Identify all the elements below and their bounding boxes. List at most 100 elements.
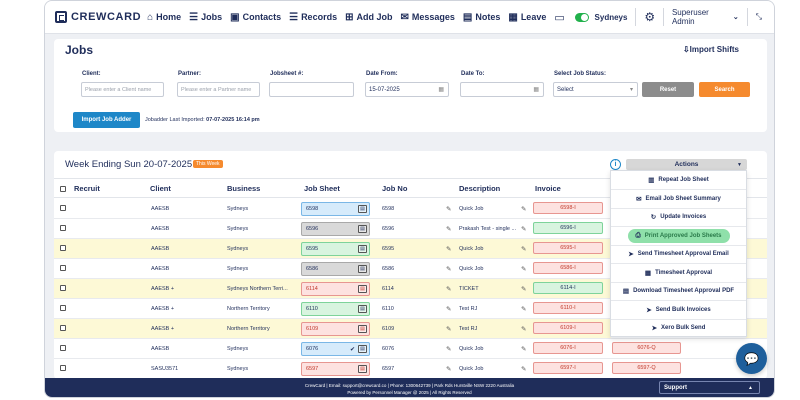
edit-icon[interactable]: ✎ xyxy=(521,286,527,293)
edit-icon[interactable]: ✎ xyxy=(521,226,527,233)
edit-icon[interactable]: ✎ xyxy=(446,306,452,313)
menu-item-timesheet-approval[interactable]: ▦ Timesheet Approval xyxy=(611,264,746,283)
table-row[interactable]: AAESB + Northern Territory 6110 ▤ 6110 ✎ Test … xyxy=(54,299,767,319)
clipboard-icon[interactable]: ▤ xyxy=(358,205,367,213)
jobsheet-field[interactable]: 6109 ▤ xyxy=(301,322,370,336)
quote-badge[interactable]: 6597-Q xyxy=(612,362,681,374)
nav-item-records[interactable]: ☰ Records xyxy=(289,12,337,23)
quote-badge[interactable]: 6076-Q xyxy=(612,342,681,354)
table-row[interactable]: AAESB Sydneys 6595 ▤ 6595 ✎ Quick Job ✎ 6595-I xyxy=(54,239,767,259)
edit-icon[interactable]: ✎ xyxy=(446,326,452,333)
nav-item-contacts[interactable]: ▣ Contacts xyxy=(230,12,281,23)
clipboard-icon[interactable]: ▤ xyxy=(358,285,367,293)
row-checkbox[interactable] xyxy=(60,365,66,371)
gear-icon[interactable]: ⚙ xyxy=(644,10,656,24)
search-button[interactable]: Search xyxy=(699,82,750,97)
edit-icon[interactable]: ✎ xyxy=(521,306,527,313)
table-row[interactable]: SASU3571 Sydneys 6597 ▤ 6597 ✎ Quick Job ✎ 6597-… xyxy=(54,359,767,379)
partner-input[interactable]: Please enter a Partner name xyxy=(177,82,260,97)
row-checkbox[interactable] xyxy=(60,265,66,271)
invoice-badge[interactable]: 6586-I xyxy=(533,262,603,274)
table-row[interactable]: AAESB Sydneys 6586 ▤ 6586 ✎ Quick Job ✎ 6586-I xyxy=(54,259,767,279)
crewcard-logo[interactable]: CREWCARD xyxy=(55,11,147,23)
client-input[interactable]: Please enter a Client name xyxy=(81,82,164,97)
invoice-badge[interactable]: 6076-I xyxy=(533,342,603,354)
region-toggle[interactable] xyxy=(574,12,589,22)
date-to-input[interactable]: ▦ xyxy=(460,82,544,97)
chat-icon[interactable]: 💬 xyxy=(736,343,767,374)
edit-icon[interactable]: ✎ xyxy=(521,346,527,353)
table-row[interactable]: AAESB Sydneys 6596 ▤ 6596 ✎ Prakash Test - sin… xyxy=(54,219,767,239)
clipboard-icon[interactable]: ▤ xyxy=(358,345,367,353)
menu-item-send-timesheet-approval-email[interactable]: ➤ Send Timesheet Approval Email xyxy=(611,245,746,264)
table-row[interactable]: AAESB Sydneys 6076 ✔ ▤ 6076 ✎ Quick Job ✎ 6076-I 6… xyxy=(54,339,767,359)
edit-icon[interactable]: ✎ xyxy=(521,206,527,213)
invoice-badge[interactable]: 6110-I xyxy=(533,302,603,314)
menu-item-update-invoices[interactable]: ↻ Update Invoices xyxy=(611,208,746,227)
edit-icon[interactable]: ✎ xyxy=(446,366,452,373)
table-row[interactable]: AAESB + Sydneys Northern Terri... 6114 ▤ 611… xyxy=(54,279,767,299)
collapse-icon[interactable]: ⤡ xyxy=(755,12,762,21)
nav-item-messages[interactable]: ✉ Messages xyxy=(400,12,454,23)
nav-item-add-job[interactable]: ⊞ Add Job xyxy=(345,12,392,23)
import-shifts-link[interactable]: ⇩Import Shifts xyxy=(683,45,739,54)
row-checkbox[interactable] xyxy=(60,325,66,331)
clipboard-icon[interactable]: ▤ xyxy=(358,325,367,333)
status-select[interactable]: Select ▾ xyxy=(553,82,638,97)
jobsheet-field[interactable]: 6598 ▤ xyxy=(301,202,370,216)
nav-item-home[interactable]: ⌂ Home xyxy=(147,12,181,23)
jobsheet-field[interactable]: 6595 ▤ xyxy=(301,242,370,256)
edit-icon[interactable]: ✎ xyxy=(446,206,452,213)
invoice-badge[interactable]: 6109-I xyxy=(533,322,603,334)
jobsheet-field[interactable]: 6586 ▤ xyxy=(301,262,370,276)
row-checkbox[interactable] xyxy=(60,225,66,231)
menu-item-email-job-sheet-summary[interactable]: ✉ Email Job Sheet Summary xyxy=(611,190,746,209)
nav-item-leave[interactable]: ▦ Leave xyxy=(508,12,546,23)
jobsheet-field[interactable]: 6596 ▤ xyxy=(301,222,370,236)
jobsheet-input[interactable] xyxy=(269,82,354,97)
support-select[interactable]: Support ▲ xyxy=(659,381,760,394)
row-checkbox[interactable] xyxy=(60,205,66,211)
clipboard-icon[interactable]: ▤ xyxy=(358,245,367,253)
chevron-down-icon[interactable]: ⌄ xyxy=(732,14,739,21)
invoice-badge[interactable]: 6598-I xyxy=(533,202,603,214)
table-row[interactable]: AAESB Sydneys 6598 ▤ 6598 ✎ Quick Job ✎ 6598-I xyxy=(54,199,767,219)
invoice-badge[interactable]: 6114-I xyxy=(533,282,603,294)
col-jobsheet[interactable]: Job Sheet xyxy=(304,184,340,193)
col-description[interactable]: Description xyxy=(459,184,501,193)
edit-icon[interactable]: ✎ xyxy=(521,266,527,273)
col-recruit[interactable]: Recruit xyxy=(74,184,100,193)
info-icon[interactable]: i xyxy=(610,159,621,170)
menu-item-send-bulk-invoices[interactable]: ➤ Send Bulk Invoices xyxy=(611,301,746,320)
row-checkbox[interactable] xyxy=(60,305,66,311)
clipboard-icon[interactable]: ▤ xyxy=(358,305,367,313)
edit-icon[interactable]: ✎ xyxy=(521,366,527,373)
clipboard-icon[interactable]: ▤ xyxy=(358,365,367,373)
date-from-input[interactable]: 15-07-2025 ▦ xyxy=(365,82,449,97)
col-business[interactable]: Business xyxy=(227,184,261,193)
row-checkbox[interactable] xyxy=(60,245,66,251)
menu-item-xero-bulk-send[interactable]: ➤ Xero Bulk Send xyxy=(611,319,746,338)
row-checkbox[interactable] xyxy=(60,285,66,291)
edit-icon[interactable]: ✎ xyxy=(446,266,452,273)
monitor-icon[interactable]: ▭ xyxy=(554,11,565,24)
edit-icon[interactable]: ✎ xyxy=(446,226,452,233)
actions-dropdown[interactable]: Actions ▼ xyxy=(626,159,747,170)
jobsheet-field[interactable]: 6114 ▤ xyxy=(301,282,370,296)
edit-icon[interactable]: ✎ xyxy=(446,346,452,353)
col-client[interactable]: Client xyxy=(150,184,171,193)
row-checkbox[interactable] xyxy=(60,345,66,351)
invoice-badge[interactable]: 6596-I xyxy=(533,222,603,234)
edit-icon[interactable]: ✎ xyxy=(446,286,452,293)
menu-item-download-timesheet-approval-pdf[interactable]: ▤ Download Timesheet Approval PDF xyxy=(611,282,746,301)
menu-item-print-approved-job-sheets[interactable]: ⎙ Print Approved Job Sheets xyxy=(611,227,746,246)
invoice-badge[interactable]: 6595-I xyxy=(533,242,603,254)
nav-item-notes[interactable]: ▤ Notes xyxy=(463,12,500,23)
jobsheet-field[interactable]: 6076 ✔ ▤ xyxy=(301,342,370,356)
import-job-adder-button[interactable]: Import Job Adder xyxy=(73,112,140,128)
select-all-checkbox[interactable] xyxy=(60,186,66,192)
edit-icon[interactable]: ✎ xyxy=(521,246,527,253)
user-menu[interactable]: Superuser Admin xyxy=(671,8,709,26)
jobsheet-field[interactable]: 6110 ▤ xyxy=(301,302,370,316)
clipboard-icon[interactable]: ▤ xyxy=(358,225,367,233)
